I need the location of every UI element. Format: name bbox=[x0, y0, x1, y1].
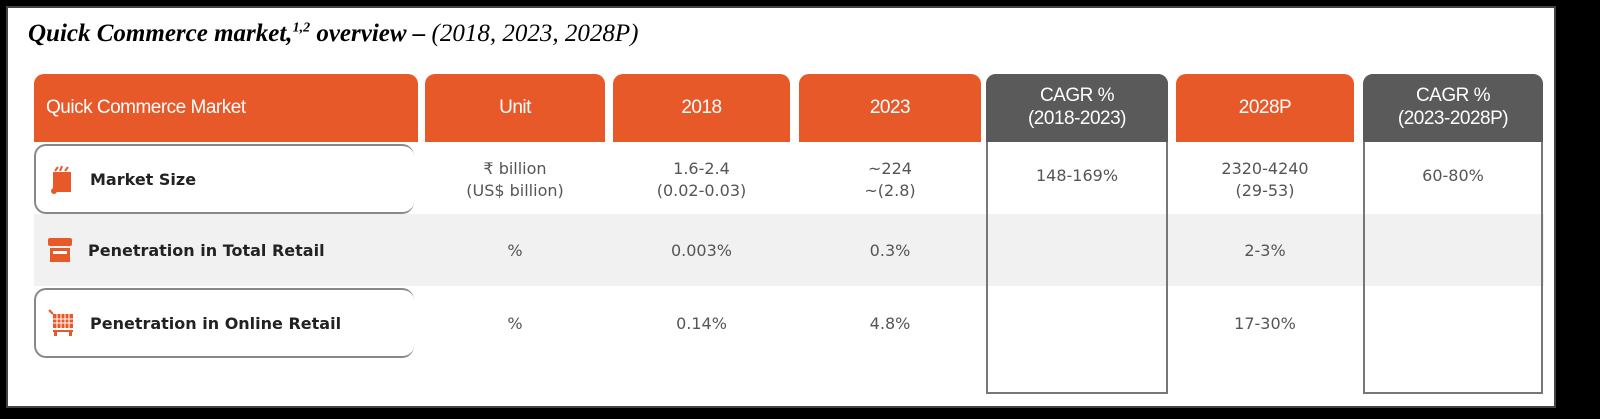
shopping-cart-icon bbox=[48, 308, 76, 338]
row-label-online-retail: Penetration in Online Retail bbox=[34, 288, 414, 358]
figure-title: Quick Commerce market,1,2 overview – (20… bbox=[28, 20, 639, 47]
cell-2023: 4.8% bbox=[869, 314, 911, 334]
header-2023: 2023 bbox=[799, 74, 981, 142]
cell-2028p: 2320-4240 (29-53) bbox=[1221, 159, 1309, 200]
cell-2028p: 17-30% bbox=[1234, 314, 1296, 334]
row-band bbox=[34, 214, 1544, 286]
cell-2028p: 2-3% bbox=[1244, 241, 1286, 261]
header-cagr-2023-2028p: CAGR % (2023-2028P) bbox=[1363, 74, 1543, 142]
cell-unit: ₹ billion (US$ billion) bbox=[466, 159, 564, 200]
header-2028p: 2028P bbox=[1176, 74, 1354, 142]
row-label-market-size: Market Size bbox=[34, 144, 414, 214]
cell-2023: ~224 ~(2.8) bbox=[864, 159, 916, 200]
cell-unit: % bbox=[507, 241, 523, 261]
cell-2018: 0.003% bbox=[670, 241, 732, 261]
storefront-icon bbox=[46, 235, 74, 265]
header-market: Quick Commerce Market bbox=[34, 74, 418, 142]
header-2018: 2018 bbox=[613, 74, 790, 142]
row-label-total-retail: Penetration in Total Retail bbox=[34, 215, 414, 285]
header-unit: Unit bbox=[425, 74, 605, 142]
cell-2018: 1.6-2.4 (0.02-0.03) bbox=[656, 159, 747, 200]
figure-frame: Quick Commerce market,1,2 overview – (20… bbox=[6, 6, 1556, 408]
grocery-bag-icon bbox=[48, 164, 76, 194]
cell-cagr2: 60-80% bbox=[1422, 166, 1484, 186]
cell-2023: 0.3% bbox=[869, 241, 911, 261]
header-cagr-2018-2023: CAGR % (2018-2023) bbox=[986, 74, 1168, 142]
cell-2018: 0.14% bbox=[676, 314, 727, 334]
cell-unit: % bbox=[507, 314, 523, 334]
cell-cagr1: 148-169% bbox=[1035, 166, 1119, 186]
